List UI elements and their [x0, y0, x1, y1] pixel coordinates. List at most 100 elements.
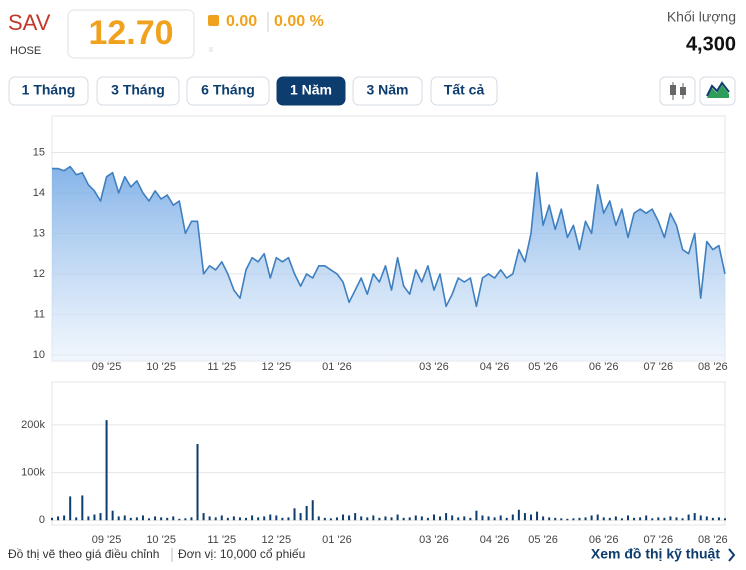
volume-bar [226, 517, 229, 521]
volume-bar [184, 518, 187, 521]
volume-bar [342, 514, 345, 521]
volume-bar [335, 517, 338, 521]
range-button[interactable]: 1 Tháng [8, 76, 89, 106]
x-tick-label: 05 '26 [528, 361, 558, 373]
volume-bar [154, 516, 157, 521]
volume-bar [117, 516, 120, 521]
volume-bar [724, 518, 726, 521]
volume-bar [208, 516, 211, 521]
range-button[interactable]: 3 Năm [352, 76, 423, 106]
dot [209, 47, 213, 52]
y-tick-label: 100k [21, 466, 45, 478]
volume-bar [475, 510, 478, 521]
x-tick-label: 10 '25 [146, 361, 176, 373]
volume-bar [536, 511, 539, 521]
volume-bar [287, 517, 290, 521]
volume-bar [711, 517, 714, 521]
volume-bar [554, 517, 557, 521]
button-bg[interactable] [352, 76, 423, 106]
x-tick-label: 04 '26 [480, 534, 510, 546]
volume-bar [675, 517, 678, 521]
volume-bar [129, 517, 132, 521]
button-label[interactable]: 3 Năm [366, 82, 408, 98]
volume-bar [305, 505, 308, 521]
button-label[interactable]: 1 Năm [290, 82, 332, 98]
volume-bar [372, 515, 375, 521]
button-label[interactable]: 6 Tháng [201, 82, 255, 98]
footer-note: Đồ thị vẽ theo giá điều chỉnh [8, 547, 159, 561]
x-tick-label: 10 '25 [146, 534, 176, 546]
volume-bar [238, 517, 241, 521]
button-bg[interactable] [96, 76, 180, 106]
volume-bar [148, 518, 151, 521]
volume-bar [317, 516, 320, 521]
volume-bar [463, 516, 466, 521]
volume-bar [402, 517, 405, 521]
volume-bar [414, 515, 417, 521]
volume: 4,300 [686, 33, 736, 55]
volume-bar [499, 515, 502, 521]
range-button[interactable]: 6 Tháng [186, 76, 270, 106]
volume-bar [202, 513, 205, 521]
y-tick-label: 200k [21, 419, 45, 431]
volume-bar [657, 517, 660, 521]
x-tick-label: 07 '26 [643, 534, 673, 546]
volume-bar [705, 516, 708, 521]
button-bg[interactable] [430, 76, 498, 106]
x-tick-label: 06 '26 [589, 361, 619, 373]
button-bg[interactable] [8, 76, 89, 106]
technical-link[interactable]: Xem đồ thị kỹ thuật [591, 546, 720, 562]
button-label[interactable]: Tất cả [444, 82, 485, 98]
price-area [52, 166, 725, 361]
volume-bar [269, 514, 272, 521]
volume-bar [602, 517, 605, 521]
candle-toggle[interactable] [659, 76, 696, 106]
volume-bar [63, 515, 66, 521]
exchange: HOSE [10, 45, 41, 57]
volume-bar [311, 500, 314, 521]
volume-bar [87, 516, 90, 521]
volume-bar [645, 515, 648, 521]
volume-bar [245, 517, 248, 521]
button-label[interactable]: 1 Tháng [22, 82, 76, 98]
volume-bar [281, 517, 284, 521]
volume-bar [651, 518, 654, 521]
symbol: SAV [8, 10, 51, 35]
volume-bar [560, 518, 563, 521]
range-button[interactable]: 1 Năm [276, 76, 346, 106]
volume-bar [196, 443, 199, 521]
volume-bar [542, 516, 545, 521]
volume-bar [99, 513, 102, 521]
volume-bar [584, 517, 587, 521]
volume-bar [451, 515, 454, 521]
x-tick-label: 12 '25 [262, 361, 292, 373]
range-button[interactable]: Tất cả [430, 76, 498, 106]
volume-bar [529, 514, 532, 521]
x-tick-label: 01 '26 [322, 534, 352, 546]
volume-bar [166, 517, 169, 521]
volume-bar [323, 517, 326, 521]
link-arrow[interactable] [728, 548, 736, 562]
volume-bar [481, 515, 484, 521]
volume-bar [681, 518, 684, 521]
button-bg[interactable] [186, 76, 270, 106]
button-bg[interactable] [276, 76, 346, 106]
volume-bar [439, 516, 442, 521]
volume-bar [457, 517, 460, 521]
volume-bar [93, 514, 96, 521]
volume-bar [263, 516, 266, 521]
volume-bar [69, 496, 72, 521]
volume-bar [572, 518, 575, 521]
range-button[interactable]: 3 Tháng [96, 76, 180, 106]
volume-frame [51, 381, 726, 526]
y-tick-label: 0 [39, 514, 45, 526]
volume-bar [614, 516, 617, 521]
x-tick-label: 11 '25 [207, 361, 236, 373]
x-tick-label: 03 '26 [419, 534, 449, 546]
volume-bar [123, 515, 126, 521]
y-tick-label: 13 [33, 227, 45, 239]
x-tick-label: 09 '25 [92, 534, 122, 546]
area-toggle[interactable] [699, 76, 736, 106]
button-label[interactable]: 3 Tháng [111, 82, 165, 98]
